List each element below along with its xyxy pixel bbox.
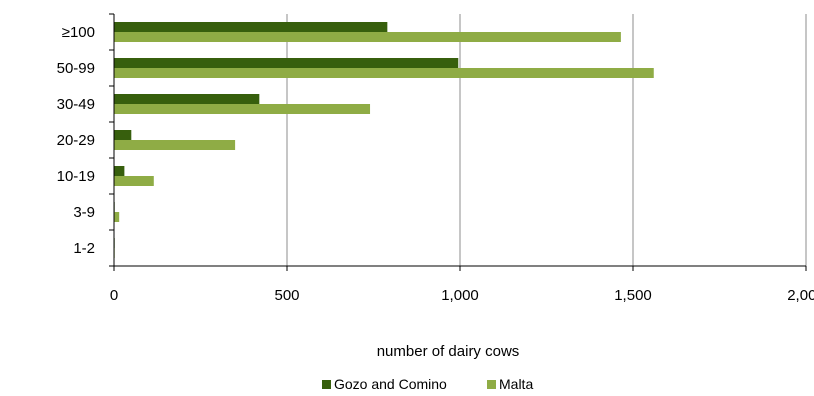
- bars: [114, 22, 654, 258]
- x-axis-tick-labels: 0 500 1,000 1,500 2,000: [110, 287, 814, 304]
- legend-swatch-malta: [487, 380, 496, 389]
- bar-gozo-3: [114, 130, 132, 140]
- y-tick-label-3: 20-29: [57, 132, 95, 149]
- x-axis-title: number of dairy cows: [377, 343, 520, 360]
- y-tick-label-1: 50-99: [57, 60, 95, 77]
- x-tick-label-4: 2,000: [787, 287, 814, 304]
- bar-malta-2: [114, 104, 371, 114]
- bar-gozo-4: [114, 166, 125, 176]
- x-tick-label-1: 500: [274, 287, 299, 304]
- x-tick-label-2: 1,000: [441, 287, 479, 304]
- bar-gozo-1: [114, 58, 459, 68]
- bar-gozo-2: [114, 94, 260, 104]
- bar-malta-4: [114, 176, 154, 186]
- x-tick-label-3: 1,500: [614, 287, 652, 304]
- bar-malta-0: [114, 32, 621, 42]
- bar-malta-1: [114, 68, 654, 78]
- y-tick-label-4: 10-19: [57, 168, 95, 185]
- legend-swatch-gozo: [322, 380, 331, 389]
- bar-malta-3: [114, 140, 236, 150]
- legend-label-gozo: Gozo and Comino: [334, 376, 447, 392]
- y-axis-tick-labels: ≥100 50-99 30-49 20-29 10-19 3-9 1-2: [57, 24, 95, 257]
- gridlines: [286, 14, 807, 266]
- legend: Gozo and Comino Malta: [322, 376, 533, 392]
- y-tick-label-6: 1-2: [73, 240, 95, 257]
- legend-label-malta: Malta: [499, 376, 533, 392]
- bar-malta-5: [114, 212, 120, 222]
- axes: [109, 13, 807, 271]
- y-tick-label-2: 30-49: [57, 96, 95, 113]
- y-tick-label-0: ≥100: [62, 24, 95, 41]
- x-tick-label-0: 0: [110, 287, 118, 304]
- y-tick-label-5: 3-9: [73, 204, 95, 221]
- bar-gozo-0: [114, 22, 388, 32]
